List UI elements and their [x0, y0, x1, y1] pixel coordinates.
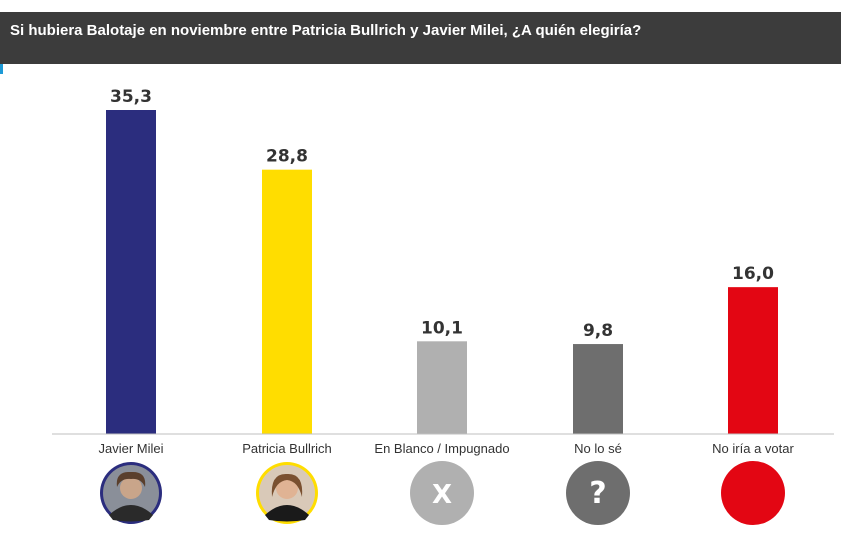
category-labels-group: Javier Milei Patricia Bullrich En Blanco /…: [98, 441, 794, 456]
category-label-no-lo-se: No lo sé: [574, 441, 622, 456]
bar-no-iria-a-votar: [728, 287, 778, 434]
value-label-javier-milei: 35,3: [110, 87, 152, 107]
category-label-en-blanco-impugnado: En Blanco / Impugnado: [374, 441, 509, 456]
category-label-no-iria-a-votar: No iría a votar: [712, 441, 794, 456]
value-labels-group: 35,3 28,8 10,1 9,8 16,0: [110, 87, 774, 341]
value-label-patricia-bullrich: 28,8: [266, 147, 308, 167]
category-icons-group: X?: [100, 461, 785, 525]
svg-text:?: ?: [589, 476, 606, 511]
category-label-javier-milei: Javier Milei: [98, 441, 163, 456]
bar-en-blanco-impugnado: [417, 341, 467, 434]
value-label-en-blanco-impugnado: 10,1: [421, 318, 463, 338]
milei-avatar-icon: [100, 462, 162, 524]
blank-vote-icon: X: [410, 461, 474, 525]
question-mark-icon: ?: [566, 461, 630, 525]
bar-javier-milei: [106, 110, 156, 434]
chart-title: Si hubiera Balotaje en noviembre entre P…: [10, 22, 642, 39]
bullrich-avatar-icon: [256, 462, 318, 524]
bar-no-lo-se: [573, 344, 623, 434]
svg-text:X: X: [432, 480, 452, 510]
value-label-no-lo-se: 9,8: [583, 321, 613, 341]
title-accent-line: [0, 64, 3, 74]
bars-group: [106, 110, 778, 435]
category-label-patricia-bullrich: Patricia Bullrich: [242, 441, 332, 456]
value-label-no-iria-a-votar: 16,0: [732, 264, 774, 284]
bar-patricia-bullrich: [262, 169, 312, 435]
red-dot-icon: [721, 461, 785, 525]
chart-title-bar: Si hubiera Balotaje en noviembre entre P…: [0, 12, 841, 64]
